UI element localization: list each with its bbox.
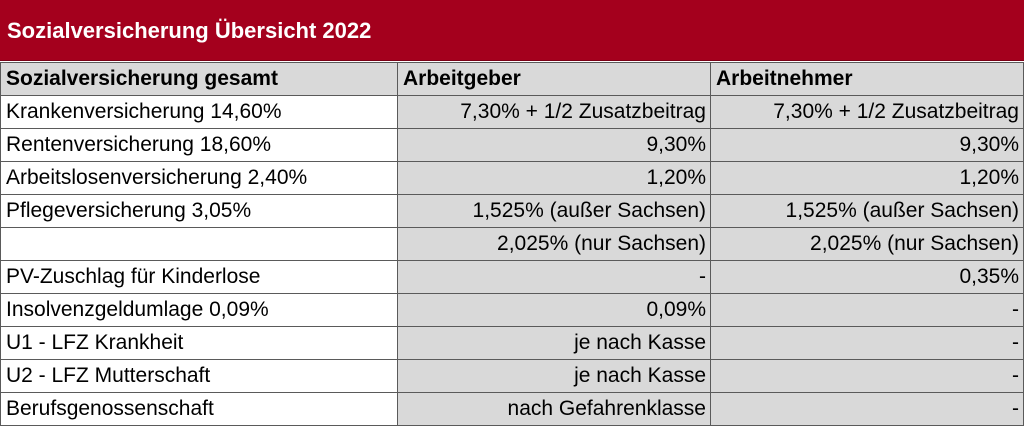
row-label-cell: Insolvenzgeldumlage 0,09% bbox=[0, 293, 398, 327]
employee-cell: - bbox=[710, 326, 1024, 360]
employee-cell: 7,30% + 1/2 Zusatzbeitrag bbox=[710, 95, 1024, 129]
employer-cell: 9,30% bbox=[397, 128, 711, 162]
employer-cell: 7,30% + 1/2 Zusatzbeitrag bbox=[397, 95, 711, 129]
row-label-cell: U2 - LFZ Mutterschaft bbox=[0, 359, 398, 393]
employee-cell: - bbox=[710, 359, 1024, 393]
contribution-table: Sozialversicherung gesamt Arbeitgeber Ar… bbox=[0, 62, 1024, 426]
table-row: U1 - LFZ Krankheit je nach Kasse - bbox=[0, 326, 1024, 360]
employee-cell: - bbox=[710, 293, 1024, 327]
table-row: U2 - LFZ Mutterschaft je nach Kasse - bbox=[0, 359, 1024, 393]
row-label-cell: Berufsgenossenschaft bbox=[0, 392, 398, 426]
row-label-cell: U1 - LFZ Krankheit bbox=[0, 326, 398, 360]
table-row: Pflegeversicherung 3,05% 1,525% (außer Sa… bbox=[0, 194, 1024, 228]
table-row: Arbeitslosenversicherung 2,40% 1,20% 1,20% bbox=[0, 161, 1024, 195]
table-row: Krankenversicherung 14,60% 7,30% + 1/2 Zu… bbox=[0, 95, 1024, 129]
employee-cell: 9,30% bbox=[710, 128, 1024, 162]
employer-cell: je nach Kasse bbox=[397, 359, 711, 393]
header-cell-employer: Arbeitgeber bbox=[397, 62, 711, 96]
employer-cell: nach Gefahrenklasse bbox=[397, 392, 711, 426]
table-row: Insolvenzgeldumlage 0,09% 0,09% - bbox=[0, 293, 1024, 327]
employer-cell: - bbox=[397, 260, 711, 294]
employer-cell: je nach Kasse bbox=[397, 326, 711, 360]
page-title: Sozialversicherung Übersicht 2022 bbox=[7, 18, 372, 43]
employee-cell: 0,35% bbox=[710, 260, 1024, 294]
title-banner: Sozialversicherung Übersicht 2022 bbox=[0, 0, 1024, 61]
table-row: Rentenversicherung 18,60% 9,30% 9,30% bbox=[0, 128, 1024, 162]
table-row: Berufsgenossenschaft nach Gefahrenklasse - bbox=[0, 392, 1024, 426]
row-label-cell bbox=[0, 227, 398, 261]
table-row: 2,025% (nur Sachsen) 2,025% (nur Sachsen) bbox=[0, 227, 1024, 261]
header-cell-employee: Arbeitnehmer bbox=[710, 62, 1024, 96]
employee-cell: 2,025% (nur Sachsen) bbox=[710, 227, 1024, 261]
row-label-cell: Arbeitslosenversicherung 2,40% bbox=[0, 161, 398, 195]
row-label-cell: Pflegeversicherung 3,05% bbox=[0, 194, 398, 228]
table-header-row: Sozialversicherung gesamt Arbeitgeber Ar… bbox=[0, 62, 1024, 96]
employee-cell: 1,525% (außer Sachsen) bbox=[710, 194, 1024, 228]
employee-cell: - bbox=[710, 392, 1024, 426]
employer-cell: 1,20% bbox=[397, 161, 711, 195]
row-label-cell: PV-Zuschlag für Kinderlose bbox=[0, 260, 398, 294]
row-label-cell: Rentenversicherung 18,60% bbox=[0, 128, 398, 162]
header-cell-category: Sozialversicherung gesamt bbox=[0, 62, 398, 96]
employer-cell: 1,525% (außer Sachsen) bbox=[397, 194, 711, 228]
employer-cell: 0,09% bbox=[397, 293, 711, 327]
table-row: PV-Zuschlag für Kinderlose -0,35% bbox=[0, 260, 1024, 294]
row-label-cell: Krankenversicherung 14,60% bbox=[0, 95, 398, 129]
employee-cell: 1,20% bbox=[710, 161, 1024, 195]
employer-cell: 2,025% (nur Sachsen) bbox=[397, 227, 711, 261]
